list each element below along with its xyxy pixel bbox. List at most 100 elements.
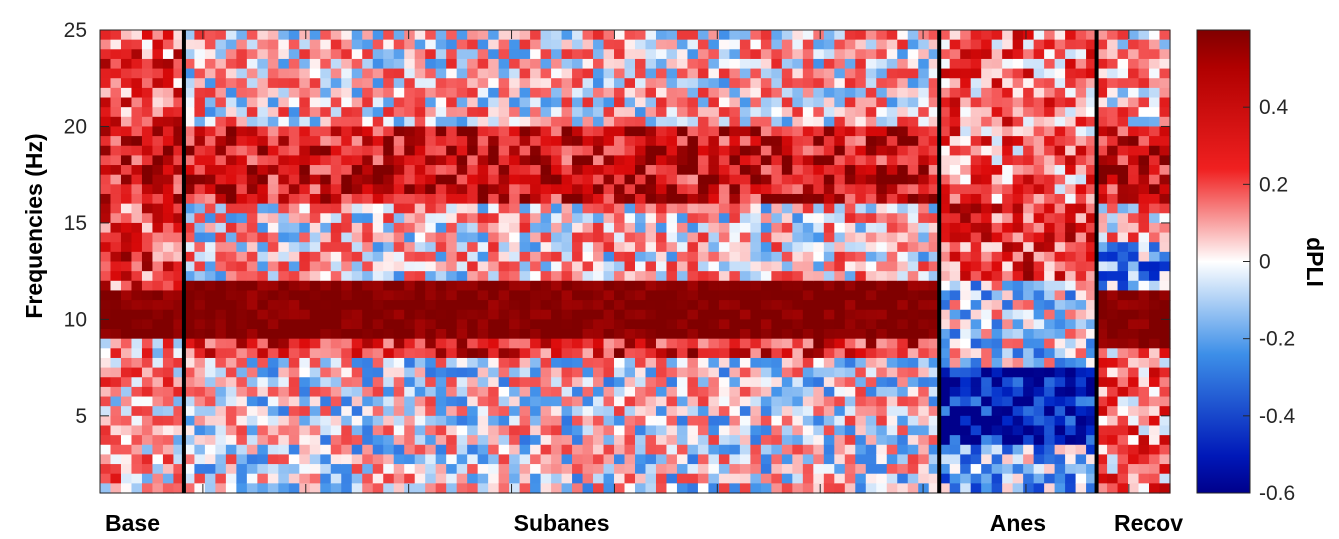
heatmap-cell bbox=[897, 184, 909, 195]
heatmap-cell bbox=[697, 319, 710, 330]
heatmap-cell bbox=[918, 49, 930, 60]
heatmap-cell bbox=[771, 155, 783, 166]
heatmap-cell bbox=[393, 58, 405, 70]
heatmap-cell bbox=[498, 454, 510, 465]
heatmap-cell bbox=[603, 116, 615, 128]
heatmap-cell bbox=[624, 251, 636, 263]
heatmap-cell bbox=[928, 184, 940, 195]
heatmap-cell bbox=[614, 367, 626, 378]
heatmap-cell bbox=[351, 309, 363, 320]
heatmap-cell bbox=[865, 406, 877, 417]
heatmap-cell bbox=[530, 483, 542, 494]
heatmap-cell bbox=[939, 213, 951, 224]
heatmap-cell bbox=[551, 78, 563, 89]
heatmap-cell bbox=[141, 97, 154, 108]
heatmap-cell bbox=[582, 338, 594, 349]
heatmap-cell bbox=[141, 348, 154, 359]
heatmap-cell bbox=[823, 261, 835, 272]
heatmap-cell bbox=[1117, 261, 1129, 272]
heatmap-cell bbox=[655, 49, 668, 60]
heatmap-cell bbox=[173, 367, 185, 378]
heatmap-cell bbox=[635, 367, 647, 378]
heatmap-cell bbox=[204, 78, 216, 89]
segment-label: Subanes bbox=[514, 510, 610, 536]
heatmap-cell bbox=[897, 454, 909, 465]
heatmap-cell bbox=[267, 30, 279, 41]
heatmap-cell bbox=[1012, 49, 1024, 60]
heatmap-cell bbox=[320, 193, 332, 205]
heatmap-cell bbox=[865, 290, 877, 301]
heatmap-cell bbox=[551, 193, 563, 205]
heatmap-cell bbox=[697, 261, 710, 272]
heatmap-cell bbox=[561, 174, 573, 185]
heatmap-cell bbox=[540, 290, 552, 301]
heatmap-cell bbox=[498, 377, 510, 388]
heatmap-cell bbox=[498, 261, 510, 272]
heatmap-cell bbox=[540, 126, 552, 137]
heatmap-cell bbox=[960, 386, 972, 398]
heatmap-cell bbox=[739, 319, 751, 330]
heatmap-cell bbox=[855, 473, 867, 484]
heatmap-cell bbox=[467, 116, 479, 128]
heatmap-cell bbox=[823, 473, 835, 484]
heatmap-cell bbox=[1002, 30, 1014, 41]
heatmap-cell bbox=[278, 222, 290, 234]
heatmap-cell bbox=[393, 444, 405, 456]
heatmap-cell bbox=[1149, 107, 1161, 118]
heatmap-cell bbox=[991, 338, 1003, 349]
heatmap-cell bbox=[687, 300, 699, 311]
heatmap-cell bbox=[949, 87, 961, 99]
heatmap-cell bbox=[414, 406, 426, 417]
heatmap-cell bbox=[414, 87, 426, 99]
heatmap-cell bbox=[1138, 367, 1150, 378]
heatmap-cell bbox=[225, 415, 237, 427]
heatmap-cell bbox=[771, 203, 783, 214]
heatmap-cell bbox=[540, 377, 552, 388]
heatmap-cell bbox=[225, 348, 237, 359]
heatmap-cell bbox=[939, 357, 951, 369]
heatmap-cell bbox=[697, 222, 710, 234]
heatmap-cell bbox=[425, 319, 437, 330]
heatmap-cell bbox=[467, 367, 479, 378]
heatmap-cell bbox=[404, 213, 416, 224]
heatmap-cell bbox=[708, 222, 720, 234]
heatmap-cell bbox=[855, 348, 867, 359]
heatmap-cell bbox=[1002, 136, 1014, 147]
heatmap-cell bbox=[1065, 68, 1077, 79]
heatmap-cell bbox=[236, 107, 248, 118]
heatmap-cell bbox=[1002, 145, 1014, 156]
heatmap-cell bbox=[372, 78, 384, 89]
heatmap-cell bbox=[834, 280, 846, 292]
heatmap-cell bbox=[949, 30, 961, 41]
heatmap-cell bbox=[876, 184, 888, 195]
heatmap-cell bbox=[446, 87, 458, 99]
heatmap-cell bbox=[236, 68, 248, 79]
heatmap-cell bbox=[404, 155, 416, 166]
heatmap-cell bbox=[750, 30, 762, 41]
heatmap-cell bbox=[551, 454, 563, 465]
heatmap-cell bbox=[456, 300, 468, 311]
heatmap-cell bbox=[404, 78, 416, 89]
heatmap-cell bbox=[152, 232, 164, 243]
heatmap-cell bbox=[645, 386, 657, 398]
heatmap-cell bbox=[834, 444, 846, 456]
heatmap-cell bbox=[194, 271, 206, 282]
heatmap-cell bbox=[299, 425, 311, 436]
heatmap-cell bbox=[572, 30, 584, 41]
heatmap-cell bbox=[1023, 444, 1035, 456]
heatmap-cell bbox=[886, 97, 898, 108]
heatmap-cell bbox=[1054, 58, 1066, 70]
heatmap-cell bbox=[299, 300, 311, 311]
heatmap-cell bbox=[718, 348, 731, 359]
heatmap-cell bbox=[162, 377, 175, 388]
heatmap-cell bbox=[572, 425, 584, 436]
heatmap-cell bbox=[687, 357, 699, 369]
heatmap-cell bbox=[236, 357, 248, 369]
heatmap-cell bbox=[477, 367, 489, 378]
heatmap-cell bbox=[100, 309, 112, 320]
heatmap-cell bbox=[341, 222, 353, 234]
heatmap-cell bbox=[341, 193, 353, 205]
heatmap-cell bbox=[802, 242, 814, 253]
heatmap-cell bbox=[362, 145, 374, 156]
heatmap-cell bbox=[876, 464, 888, 475]
